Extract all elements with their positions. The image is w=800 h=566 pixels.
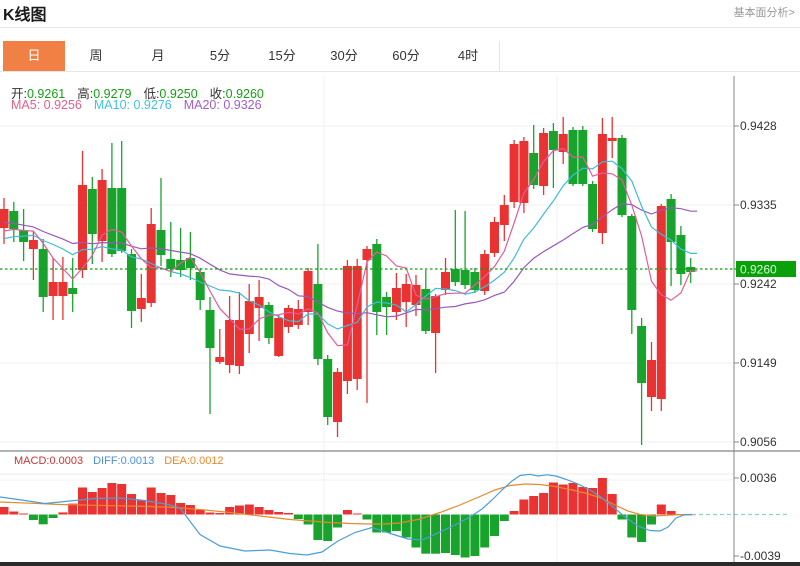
svg-text:-0.0039: -0.0039 xyxy=(740,549,781,563)
svg-text:0.9428: 0.9428 xyxy=(740,119,777,133)
svg-text:0.9056: 0.9056 xyxy=(740,435,777,449)
svg-text:0.9149: 0.9149 xyxy=(740,356,777,370)
svg-text:0.9260: 0.9260 xyxy=(740,263,777,277)
svg-text:0.9242: 0.9242 xyxy=(740,277,777,291)
svg-text:0.9335: 0.9335 xyxy=(740,198,777,212)
svg-text:0.0036: 0.0036 xyxy=(740,471,777,485)
